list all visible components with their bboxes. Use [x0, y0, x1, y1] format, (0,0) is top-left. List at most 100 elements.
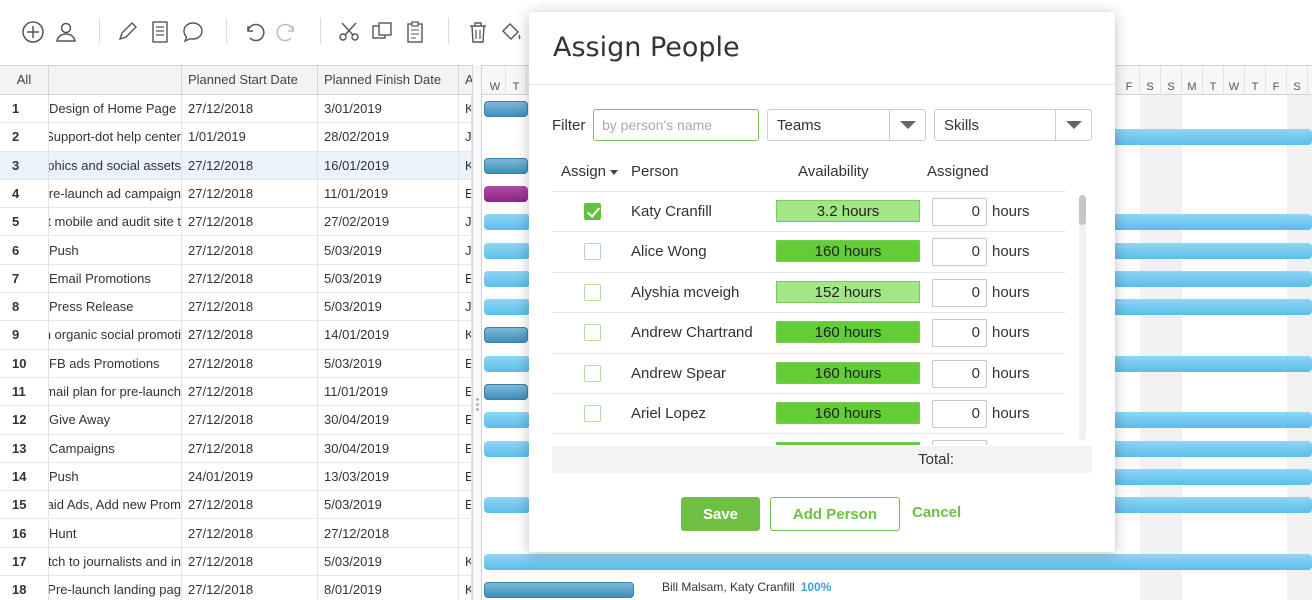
assigned-cell[interactable]: E: [459, 491, 472, 520]
assigned-cell[interactable]: K: [459, 151, 472, 180]
list-item[interactable]: Andrew Chartrand 160 hours 0 hours: [552, 313, 1065, 354]
assign-checkbox[interactable]: [584, 203, 601, 220]
planned-start-cell[interactable]: 24/01/2019: [182, 462, 318, 491]
assigned-cell[interactable]: E: [459, 462, 472, 491]
list-scrollbar[interactable]: [1079, 195, 1086, 441]
assign-checkbox[interactable]: [584, 283, 601, 301]
planned-start-cell[interactable]: 27/12/2018: [182, 293, 318, 322]
table-row[interactable]: 11 Email plan for pre-launch 27/12/2018 11/…: [0, 378, 472, 407]
task-name-cell[interactable]: FB ads Promotions: [49, 349, 182, 378]
planned-finish-cell[interactable]: 5/03/2019: [318, 547, 459, 576]
planned-start-cell[interactable]: 27/12/2018: [182, 208, 318, 237]
list-item[interactable]: [552, 434, 1065, 445]
row-number[interactable]: 10: [0, 349, 49, 378]
task-name-cell[interactable]: Design of Home Page: [49, 95, 182, 123]
planned-finish-cell[interactable]: 11/01/2019: [318, 378, 459, 406]
table-row[interactable]: 2 New Support-dot help center 1/01/2019 28/…: [0, 123, 472, 152]
assigned-cell[interactable]: [459, 519, 472, 548]
table-row[interactable]: 3 Graphics and social assets 27/12/2018 16/…: [0, 151, 472, 180]
gantt-task-bar[interactable]: [484, 553, 1312, 570]
header-task-name[interactable]: [49, 66, 182, 95]
assigned-hours-input[interactable]: 0: [932, 278, 987, 307]
table-row[interactable]: 6 Push 27/12/2018 5/03/2019 J: [0, 236, 472, 265]
teams-select[interactable]: Teams: [767, 109, 926, 141]
gantt-task-bar[interactable]: [1112, 355, 1312, 372]
cancel-button[interactable]: Cancel: [912, 504, 962, 521]
assigned-hours-input[interactable]: 0: [932, 319, 987, 348]
redo-icon[interactable]: [275, 20, 299, 44]
assigned-hours-input[interactable]: 0: [932, 198, 987, 226]
list-item[interactable]: Ariel Lopez 160 hours 0 hours: [552, 394, 1065, 435]
task-name-cell[interactable]: Test mobile and audit site t: [49, 208, 182, 237]
row-number[interactable]: 2: [0, 123, 49, 152]
planned-start-cell[interactable]: 27/12/2018: [182, 491, 318, 520]
planned-finish-cell[interactable]: 14/01/2019: [318, 321, 459, 350]
save-button[interactable]: Save: [681, 497, 760, 531]
task-name-cell[interactable]: Plan organic social promoti: [49, 321, 182, 350]
assigned-cell[interactable]: K: [459, 576, 472, 600]
planned-finish-cell[interactable]: 30/04/2019: [318, 406, 459, 435]
table-row[interactable]: 4 Pre-launch ad campaign 27/12/2018 11/01/2…: [0, 179, 472, 209]
task-name-cell[interactable]: Campaigns: [49, 434, 182, 463]
planned-start-cell[interactable]: 27/12/2018: [182, 264, 318, 293]
row-number[interactable]: 18: [0, 576, 49, 600]
planned-finish-cell[interactable]: 27/02/2019: [318, 208, 459, 237]
assigned-hours-input[interactable]: 0: [932, 400, 987, 428]
planned-finish-cell[interactable]: 13/03/2019: [318, 462, 459, 491]
cut-icon[interactable]: [337, 20, 361, 44]
planned-finish-cell[interactable]: 5/03/2019: [318, 264, 459, 293]
planned-finish-cell[interactable]: 8/01/2019: [318, 576, 459, 600]
add-user-icon[interactable]: [54, 20, 78, 44]
planned-start-cell[interactable]: 27/12/2018: [182, 95, 318, 123]
row-number[interactable]: 9: [0, 321, 49, 350]
planned-start-cell[interactable]: 27/12/2018: [182, 576, 318, 600]
add-icon[interactable]: [21, 20, 45, 44]
gantt-task-bar[interactable]: [484, 582, 634, 599]
task-name-cell[interactable]: New Support-dot help center: [49, 123, 182, 152]
assigned-cell[interactable]: J: [459, 236, 472, 265]
caret-down-icon[interactable]: [610, 169, 619, 175]
table-row[interactable]: 17 Pitch to journalists and in 27/12/2018 5…: [0, 547, 472, 577]
planned-finish-cell[interactable]: 30/04/2019: [318, 434, 459, 463]
planned-start-cell[interactable]: 27/12/2018: [182, 519, 318, 548]
row-number[interactable]: 5: [0, 208, 49, 237]
add-person-button[interactable]: Add Person: [770, 497, 900, 531]
row-number[interactable]: 1: [0, 95, 49, 123]
task-name-cell[interactable]: Paid Ads, Add new Prom: [49, 491, 182, 520]
row-number[interactable]: 14: [0, 462, 49, 491]
table-row[interactable]: 1 Design of Home Page 27/12/2018 3/01/2019 K: [0, 95, 472, 124]
task-name-cell[interactable]: Press Release: [49, 293, 182, 322]
gantt-task-bar[interactable]: [1112, 468, 1312, 485]
task-name-cell[interactable]: Give Away: [49, 406, 182, 435]
list-scrollbar-thumb[interactable]: [1079, 195, 1086, 225]
assigned-hours-input[interactable]: 0: [932, 359, 987, 388]
planned-finish-cell[interactable]: 11/01/2019: [318, 179, 459, 208]
planned-finish-cell[interactable]: 5/03/2019: [318, 236, 459, 265]
task-name-cell[interactable]: Push: [49, 462, 182, 491]
table-row[interactable]: 14 Push 24/01/2019 13/03/2019 E: [0, 462, 472, 492]
gantt-task-bar[interactable]: [1112, 299, 1312, 316]
gantt-task-bar[interactable]: [484, 214, 530, 231]
table-row[interactable]: 10 FB ads Promotions 27/12/2018 5/03/2019 E: [0, 349, 472, 378]
assigned-cell[interactable]: E: [459, 264, 472, 293]
list-item[interactable]: Alice Wong 160 hours 0 hours: [552, 232, 1065, 273]
gantt-task-bar[interactable]: [1112, 270, 1312, 287]
planned-start-cell[interactable]: 1/01/2019: [182, 123, 318, 152]
planned-finish-cell[interactable]: 28/02/2019: [318, 123, 459, 152]
planned-start-cell[interactable]: 27/12/2018: [182, 321, 318, 350]
planned-finish-cell[interactable]: 16/01/2019: [318, 151, 459, 180]
gantt-task-bar[interactable]: [1112, 129, 1312, 146]
assigned-hours-input[interactable]: [932, 440, 987, 445]
comment-icon[interactable]: [181, 20, 205, 44]
gantt-task-bar[interactable]: [484, 242, 530, 259]
gantt-task-bar[interactable]: [1112, 497, 1312, 514]
header-assigned[interactable]: A: [459, 66, 472, 95]
assigned-cell[interactable]: K: [459, 95, 472, 123]
planned-finish-cell[interactable]: 3/01/2019: [318, 95, 459, 123]
table-row[interactable]: 12 Give Away 27/12/2018 30/04/2019 E: [0, 406, 472, 435]
planned-start-cell[interactable]: 27/12/2018: [182, 236, 318, 265]
gantt-task-bar[interactable]: [1112, 214, 1312, 231]
gantt-task-bar[interactable]: [484, 497, 530, 514]
planned-start-cell[interactable]: 27/12/2018: [182, 547, 318, 576]
table-row[interactable]: 13 Campaigns 27/12/2018 30/04/2019 E: [0, 434, 472, 463]
